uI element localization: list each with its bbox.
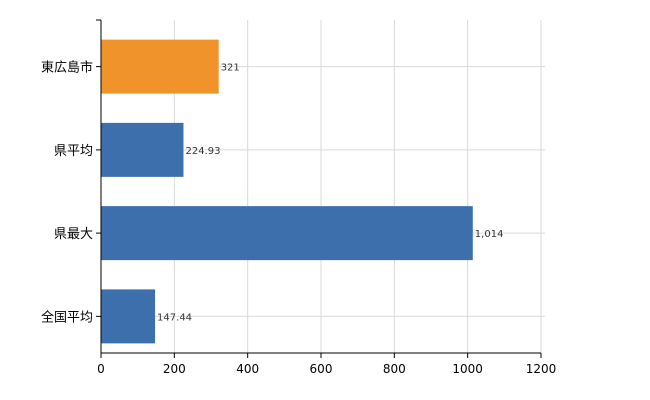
x-tick-label: 200 <box>163 362 186 376</box>
bar-1 <box>101 39 219 94</box>
axes <box>96 19 542 358</box>
data-label: 321 <box>221 63 240 74</box>
x-tick-label: 1200 <box>526 362 557 376</box>
x-tick-label: 600 <box>310 362 333 376</box>
data-label: 147.44 <box>157 312 192 323</box>
bar-4 <box>101 289 156 344</box>
bar-2 <box>101 122 184 177</box>
x-tick-label: 1000 <box>452 362 483 376</box>
x-tick-label: 400 <box>236 362 259 376</box>
bars <box>101 39 473 344</box>
category-label: 県最大 <box>54 227 93 242</box>
category-label: 東広島市 <box>41 60 93 76</box>
x-tick-label: 0 <box>97 362 105 376</box>
x-tick-label: 800 <box>383 362 406 376</box>
data-label: 224.93 <box>185 146 220 157</box>
category-label: 県平均 <box>54 144 93 159</box>
category-label: 全国平均 <box>41 309 93 325</box>
bar-3 <box>101 206 473 261</box>
data-label: 1,014 <box>475 229 504 240</box>
